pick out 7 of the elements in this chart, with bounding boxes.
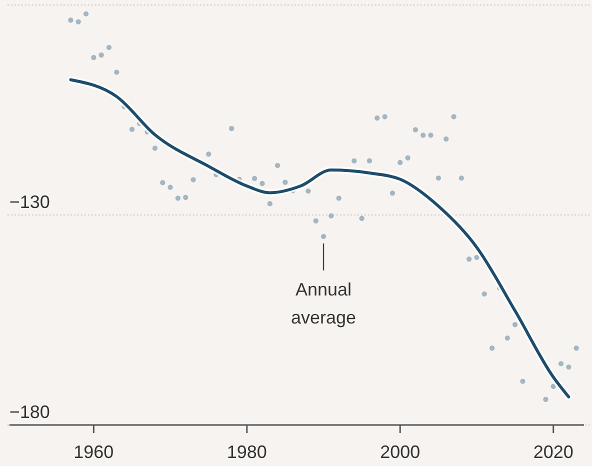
annotation: Annual average — [290, 279, 356, 328]
x-tick-label: 1960 — [74, 442, 114, 462]
x-tick-label: 2020 — [533, 442, 574, 462]
y-tick-label: −180 — [9, 402, 50, 422]
y-tick-label: −130 — [9, 192, 50, 212]
x-tick-label: 2000 — [380, 442, 420, 462]
x-tick-label: 1980 — [226, 442, 267, 462]
